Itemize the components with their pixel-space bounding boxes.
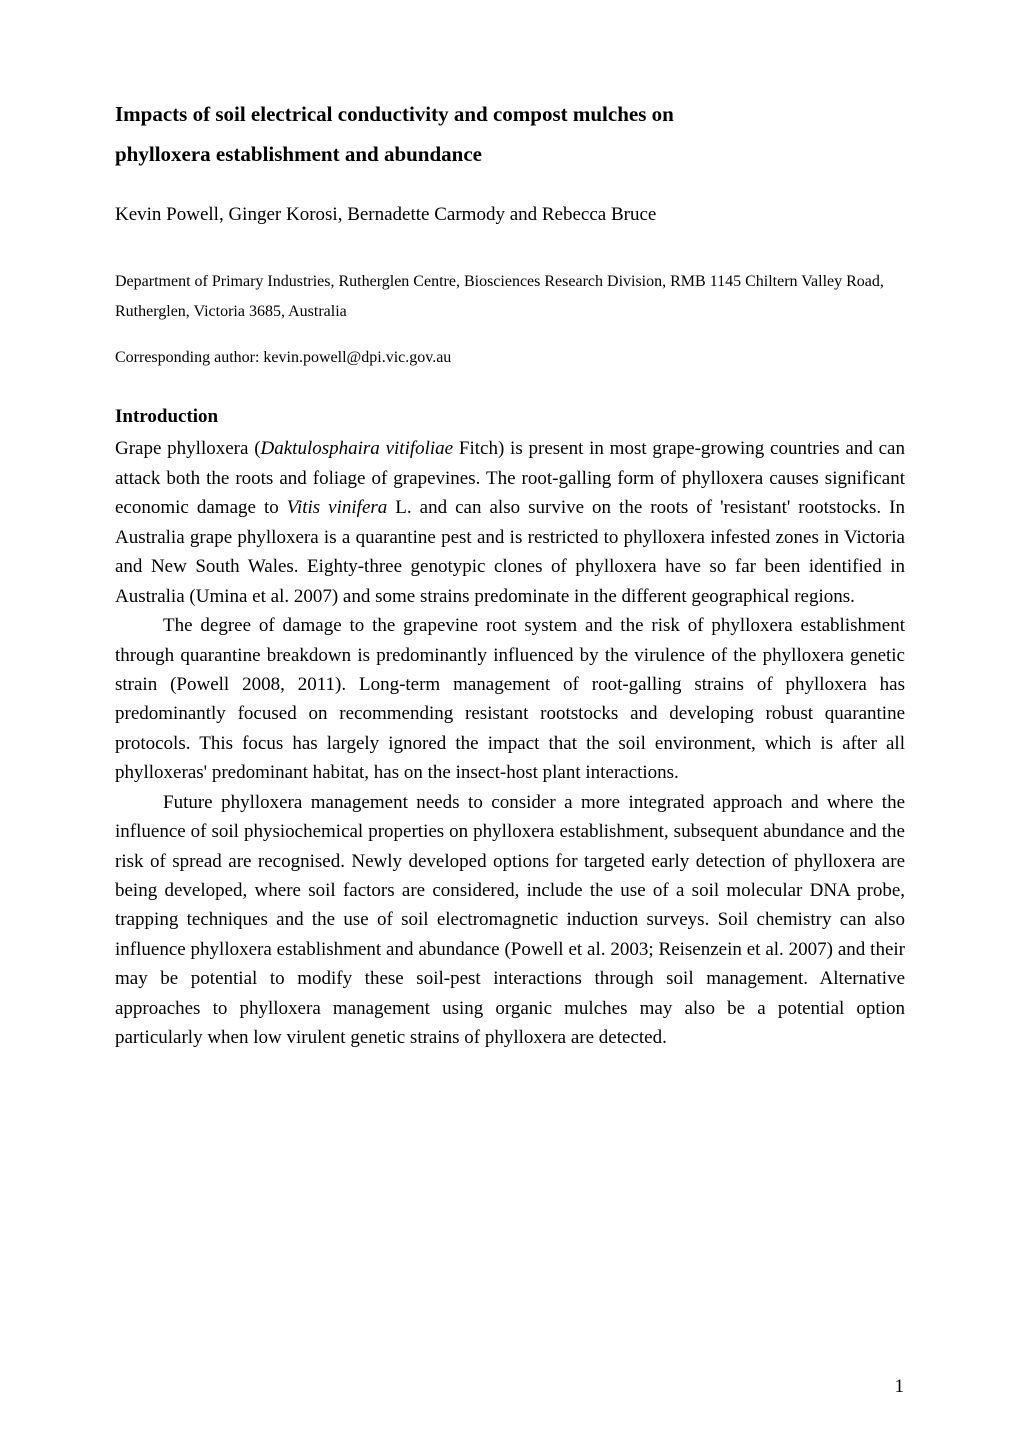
section-heading-introduction: Introduction [115,406,905,428]
corresponding-author: Corresponding author: kevin.powell@dpi.v… [115,346,905,370]
title-line-2: phylloxera establishment and abundance [115,142,482,166]
affiliation: Department of Primary Industries, Ruther… [115,267,905,326]
p1-species-1: Daktulosphaira vitifoliae [261,438,454,459]
title-line-1: Impacts of soil electrical conductivity … [115,102,674,126]
document-title: Impacts of soil electrical conductivity … [115,95,905,175]
intro-paragraph-1: Grape phylloxera (Daktulosphaira vitifol… [115,434,905,611]
p1-species-2: Vitis vinifera [287,497,388,518]
authors: Kevin Powell, Ginger Korosi, Bernadette … [115,201,905,230]
p1-text-a: Grape phylloxera ( [115,438,261,459]
intro-paragraph-3: Future phylloxera management needs to co… [115,788,905,1053]
intro-paragraph-2: The degree of damage to the grapevine ro… [115,611,905,788]
page-number: 1 [895,1376,905,1398]
